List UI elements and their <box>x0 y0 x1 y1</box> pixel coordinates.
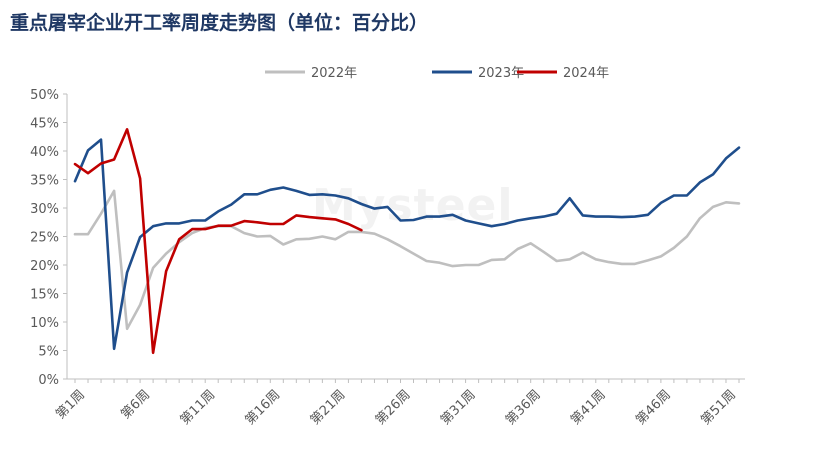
chart-title: 重点屠宰企业开工率周度走势图（单位：百分比） <box>10 12 429 34</box>
x-tick-label: 第21周 <box>308 387 349 428</box>
legend: 2022年 2023年 2024年 <box>265 66 609 81</box>
series-line-2022年 <box>73 189 741 331</box>
y-tick-label: 45% <box>30 117 59 132</box>
x-tick-label: 第36周 <box>503 387 544 428</box>
series-line-2024年 <box>73 128 363 355</box>
series-line-2023年 <box>73 138 741 351</box>
legend-label: 2023年 <box>478 66 524 81</box>
x-tick-label: 第6周 <box>118 387 153 422</box>
x-tick-label: 第26周 <box>373 387 414 428</box>
y-tick-label: 50% <box>30 88 59 103</box>
y-tick-label: 0% <box>38 373 59 388</box>
y-tick-label: 15% <box>30 288 59 303</box>
legend-label: 2022年 <box>311 66 357 81</box>
y-tick-label: 25% <box>30 231 59 246</box>
y-tick-label: 10% <box>30 316 59 331</box>
x-tick-label: 第51周 <box>698 387 739 428</box>
x-tick-label: 第1周 <box>53 387 88 422</box>
series-layer <box>73 128 741 355</box>
y-tick-label: 35% <box>30 174 59 189</box>
x-tick-label: 第41周 <box>568 387 609 428</box>
legend-label: 2024年 <box>563 66 609 81</box>
y-tick-label: 5% <box>38 345 59 360</box>
x-tick-label: 第31周 <box>438 387 479 428</box>
y-tick-label: 20% <box>30 259 59 274</box>
x-tick-label: 第46周 <box>633 387 674 428</box>
y-tick-label: 40% <box>30 145 59 160</box>
x-tick-label: 第16周 <box>243 387 284 428</box>
x-tick-label: 第11周 <box>178 387 219 428</box>
y-tick-label: 30% <box>30 202 59 217</box>
axes: 0% 5% 10% 15% 20% 25% 30% 35% 40% 45% 50% 第1周 第6周 第11… <box>30 88 745 428</box>
